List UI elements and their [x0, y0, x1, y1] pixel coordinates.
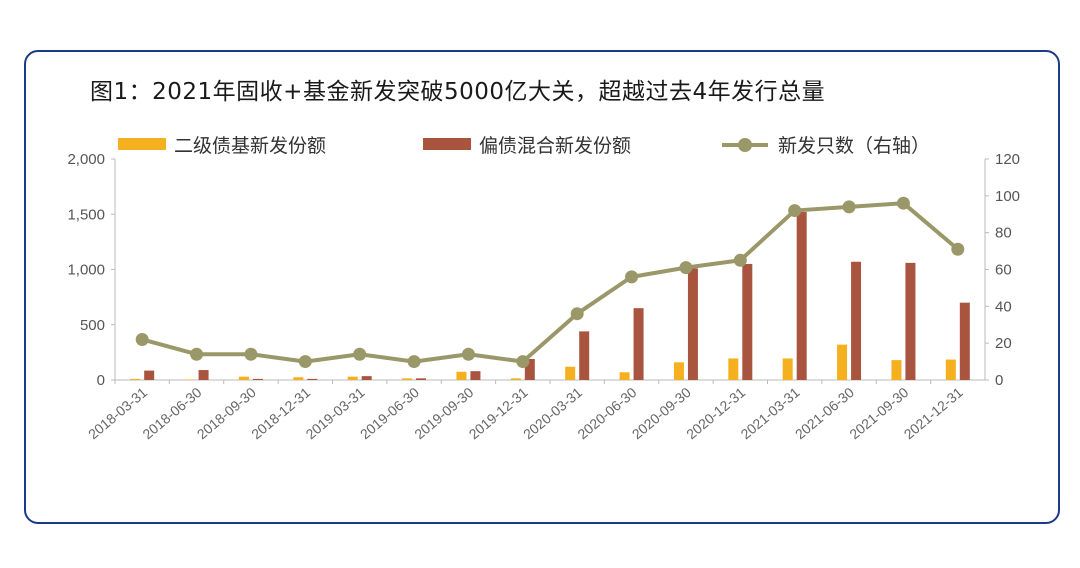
bar-secondary-bond — [238, 376, 249, 380]
bar-secondary-bond — [837, 344, 848, 380]
line-point — [407, 355, 421, 369]
x-tick-label: 2018-09-30 — [194, 384, 259, 442]
x-tick-label: 2020-03-31 — [520, 384, 585, 442]
line-point — [298, 355, 312, 369]
bar-secondary-bond — [184, 379, 195, 380]
bar-bond-hybrid — [959, 302, 970, 380]
line-new-fund-count — [141, 201, 960, 364]
x-tick-label: 2019-12-31 — [466, 384, 531, 442]
bar-secondary-bond — [673, 362, 684, 380]
line-point — [842, 200, 856, 214]
bar-bond-hybrid — [905, 262, 916, 380]
y-left-tick-label: 1,500 — [67, 206, 105, 223]
line-point — [625, 270, 639, 284]
bar-bond-hybrid — [524, 359, 535, 380]
bar-secondary-bond — [782, 358, 793, 380]
y-right-tick-label: 120 — [995, 151, 1020, 168]
bar-bond-hybrid — [851, 261, 862, 380]
line-point — [679, 261, 693, 275]
line-point — [896, 196, 910, 210]
y-right-tick-label: 40 — [995, 298, 1012, 315]
x-tick-label: 2018-12-31 — [248, 384, 313, 442]
bar-secondary-bond — [728, 358, 739, 380]
legend-label-secondary-bond: 二级债基新发份额 — [174, 135, 326, 157]
line-point — [733, 253, 747, 267]
x-tick-label: 2021-03-31 — [737, 384, 802, 442]
bar-secondary-bond — [293, 377, 304, 380]
x-tick-label: 2020-12-31 — [683, 384, 748, 442]
x-tick-label: 2021-12-31 — [901, 384, 966, 442]
x-tick-label: 2019-03-31 — [302, 384, 367, 442]
x-tick-label: 2019-09-30 — [411, 384, 476, 442]
bar-bond-hybrid — [144, 370, 155, 380]
bar-secondary-bond — [130, 378, 141, 380]
x-tick-label: 2021-06-30 — [792, 384, 857, 442]
line-point — [190, 347, 204, 361]
x-tick-label: 2019-06-30 — [357, 384, 422, 442]
bar-bond-hybrid — [307, 378, 318, 380]
x-tick-label: 2020-06-30 — [574, 384, 639, 442]
chart-frame — [24, 50, 1060, 524]
bar-secondary-bond — [402, 378, 413, 380]
legend-swatch-bond-hybrid — [423, 138, 471, 150]
bar-secondary-bond — [456, 371, 467, 380]
bar-bond-hybrid — [252, 378, 263, 380]
y-right-tick-label: 0 — [995, 372, 1003, 389]
line-point — [353, 347, 367, 361]
bar-bond-hybrid — [633, 308, 644, 380]
y-right-tick-label: 20 — [995, 335, 1012, 352]
bar-bond-hybrid — [416, 378, 427, 380]
legend-label-new-fund-count: 新发只数（右轴） — [778, 135, 930, 157]
bar-bond-hybrid — [579, 331, 590, 380]
bar-secondary-bond — [891, 360, 902, 380]
bar-bond-hybrid — [687, 268, 698, 380]
line-point — [951, 242, 965, 256]
x-tick-label: 2018-03-31 — [85, 384, 150, 442]
x-tick-label: 2020-09-30 — [629, 384, 694, 442]
bar-bond-hybrid — [742, 263, 753, 380]
bar-secondary-bond — [619, 372, 630, 380]
line-point — [244, 347, 258, 361]
x-tick-label: 2018-06-30 — [139, 384, 204, 442]
bar-bond-hybrid — [361, 376, 372, 380]
y-left-tick-label: 500 — [80, 317, 105, 334]
bar-bond-hybrid — [796, 212, 807, 380]
bar-secondary-bond — [347, 376, 358, 380]
bar-secondary-bond — [945, 359, 956, 380]
line-point — [461, 347, 475, 361]
bar-bond-hybrid — [470, 371, 481, 380]
y-right-tick-label: 100 — [995, 188, 1020, 205]
y-right-tick-label: 80 — [995, 225, 1012, 242]
legend-label-bond-hybrid: 偏债混合新发份额 — [479, 135, 631, 157]
legend-swatch-secondary-bond — [118, 138, 166, 150]
bar-bond-hybrid — [198, 370, 209, 380]
y-right-tick-label: 60 — [995, 262, 1012, 279]
x-tick-label: 2021-09-30 — [846, 384, 911, 442]
bar-secondary-bond — [565, 366, 576, 380]
line-point — [788, 204, 802, 218]
chart-title: 图1：2021年固收+基金新发突破5000亿大关，超越过去4年发行总量 — [90, 79, 826, 105]
bar-secondary-bond — [510, 378, 521, 380]
y-left-tick-label: 0 — [97, 372, 105, 389]
legend-marker-new-fund-count — [738, 138, 752, 152]
y-left-tick-label: 1,000 — [67, 262, 105, 279]
y-left-tick-label: 2,000 — [67, 151, 105, 168]
line-point — [570, 307, 584, 321]
line-point — [135, 332, 149, 346]
line-point — [516, 355, 530, 369]
